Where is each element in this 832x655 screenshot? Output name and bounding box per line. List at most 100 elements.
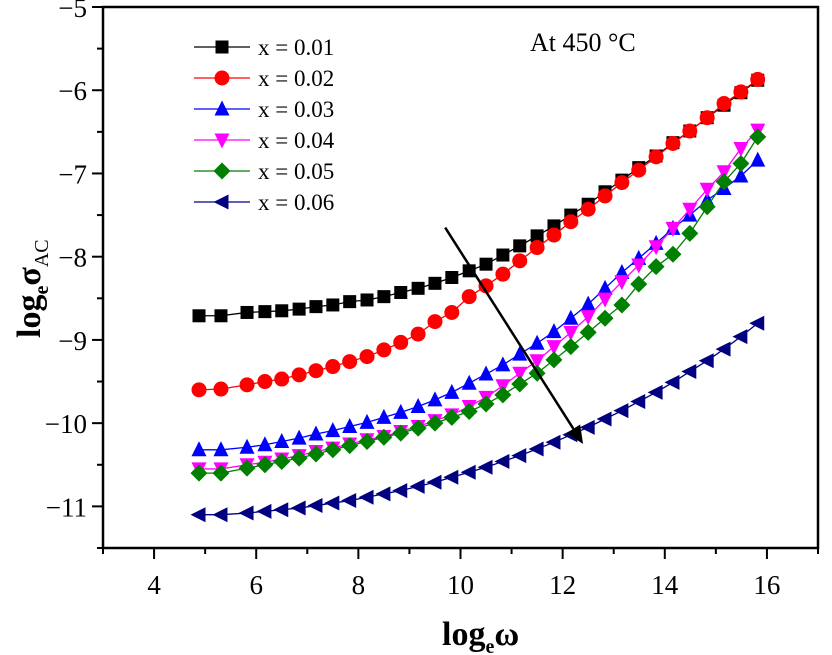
data-point — [341, 493, 357, 509]
data-point — [377, 290, 391, 304]
axes-layer: 4 6 8 10 12 14 16 −5 −6 −7 −8 −9 −10 −11 — [45, 0, 819, 600]
legend-marker-triangle-up — [214, 100, 230, 116]
data-point — [749, 128, 767, 146]
data-point — [614, 275, 630, 291]
data-point — [343, 295, 357, 309]
data-point — [191, 382, 207, 398]
data-point — [257, 436, 273, 452]
y-tick-label: −5 — [58, 0, 87, 23]
data-point — [716, 165, 732, 181]
data-point — [360, 293, 374, 307]
y-axis-title-sub: e — [31, 286, 53, 295]
data-point — [511, 375, 529, 393]
data-point — [698, 353, 714, 369]
legend-label: x = 0.03 — [258, 97, 334, 122]
data-point — [496, 248, 510, 262]
data-point — [494, 386, 512, 404]
data-point — [682, 202, 698, 218]
data-point — [461, 289, 477, 305]
data-point — [580, 310, 596, 326]
legend-label: x = 0.01 — [258, 35, 334, 60]
legend-label: x = 0.04 — [258, 128, 335, 153]
x-tick-label: 4 — [147, 570, 161, 600]
data-point — [477, 395, 495, 413]
data-point — [359, 413, 375, 429]
data-point — [213, 381, 229, 397]
data-point — [512, 366, 528, 382]
data-point — [750, 71, 766, 87]
data-point — [445, 271, 459, 284]
data-point — [665, 221, 681, 237]
x-axis-title-symbol: ω — [494, 616, 519, 653]
data-point — [715, 341, 731, 357]
data-point — [325, 422, 341, 438]
legend-label: x = 0.06 — [258, 190, 334, 215]
data-point — [358, 489, 374, 505]
data-point — [392, 483, 408, 499]
y-tick-label: −7 — [58, 159, 87, 189]
data-point — [309, 300, 323, 314]
data-point — [512, 345, 528, 361]
x-tick-label: 6 — [249, 570, 263, 600]
data-point — [477, 459, 493, 475]
data-point — [597, 279, 613, 295]
data-point — [393, 334, 409, 350]
data-point — [631, 258, 647, 274]
data-point — [191, 441, 207, 457]
data-point — [273, 452, 291, 470]
data-point — [239, 377, 255, 393]
data-point — [212, 507, 228, 523]
data-point — [750, 151, 766, 167]
legend-marker-triangle-left — [213, 194, 229, 210]
data-point — [563, 325, 579, 341]
data-point — [529, 334, 545, 350]
data-point — [647, 384, 663, 400]
data-point — [324, 441, 342, 459]
data-point — [530, 229, 544, 243]
data-point — [732, 154, 750, 172]
x-tick-label: 12 — [549, 570, 576, 600]
data-point — [239, 438, 255, 454]
series-x-0-06 — [190, 315, 765, 523]
data-point — [410, 398, 426, 414]
data-point — [192, 309, 206, 323]
data-point — [715, 173, 733, 191]
data-point — [545, 434, 561, 450]
x-axis-title-main: log — [442, 616, 485, 653]
data-point — [495, 266, 511, 282]
data-point — [597, 292, 613, 308]
data-point — [614, 175, 630, 191]
trend-arrow-shaft — [444, 226, 575, 430]
data-point — [409, 478, 425, 494]
legend-label: x = 0.05 — [258, 159, 334, 184]
data-point — [579, 323, 597, 341]
legend-item: x = 0.05 — [194, 159, 334, 184]
data-point — [528, 441, 544, 457]
data-point — [699, 182, 715, 198]
data-point — [240, 305, 254, 319]
data-point — [376, 342, 392, 358]
data-point — [495, 356, 511, 372]
data-point — [274, 432, 290, 448]
data-point — [698, 198, 716, 216]
data-point — [341, 437, 359, 455]
data-point — [324, 495, 340, 511]
temperature-annotation: At 450 °C — [530, 28, 636, 57]
data-point — [359, 349, 375, 365]
data-point — [325, 359, 341, 375]
data-point — [326, 298, 340, 312]
data-point — [291, 367, 307, 383]
trend-arrow-head — [566, 424, 584, 444]
data-point — [256, 456, 274, 474]
data-point — [258, 305, 272, 319]
data-point — [665, 135, 681, 151]
data-point — [212, 464, 230, 482]
y-axis-title-main: log — [11, 295, 48, 338]
data-point — [460, 464, 476, 480]
legend-item: x = 0.03 — [194, 97, 334, 122]
data-point — [545, 351, 563, 369]
legend-item: x = 0.02 — [194, 66, 334, 91]
data-point — [393, 403, 409, 419]
legend-marker-square — [215, 40, 229, 54]
legend-item: x = 0.01 — [194, 35, 334, 60]
